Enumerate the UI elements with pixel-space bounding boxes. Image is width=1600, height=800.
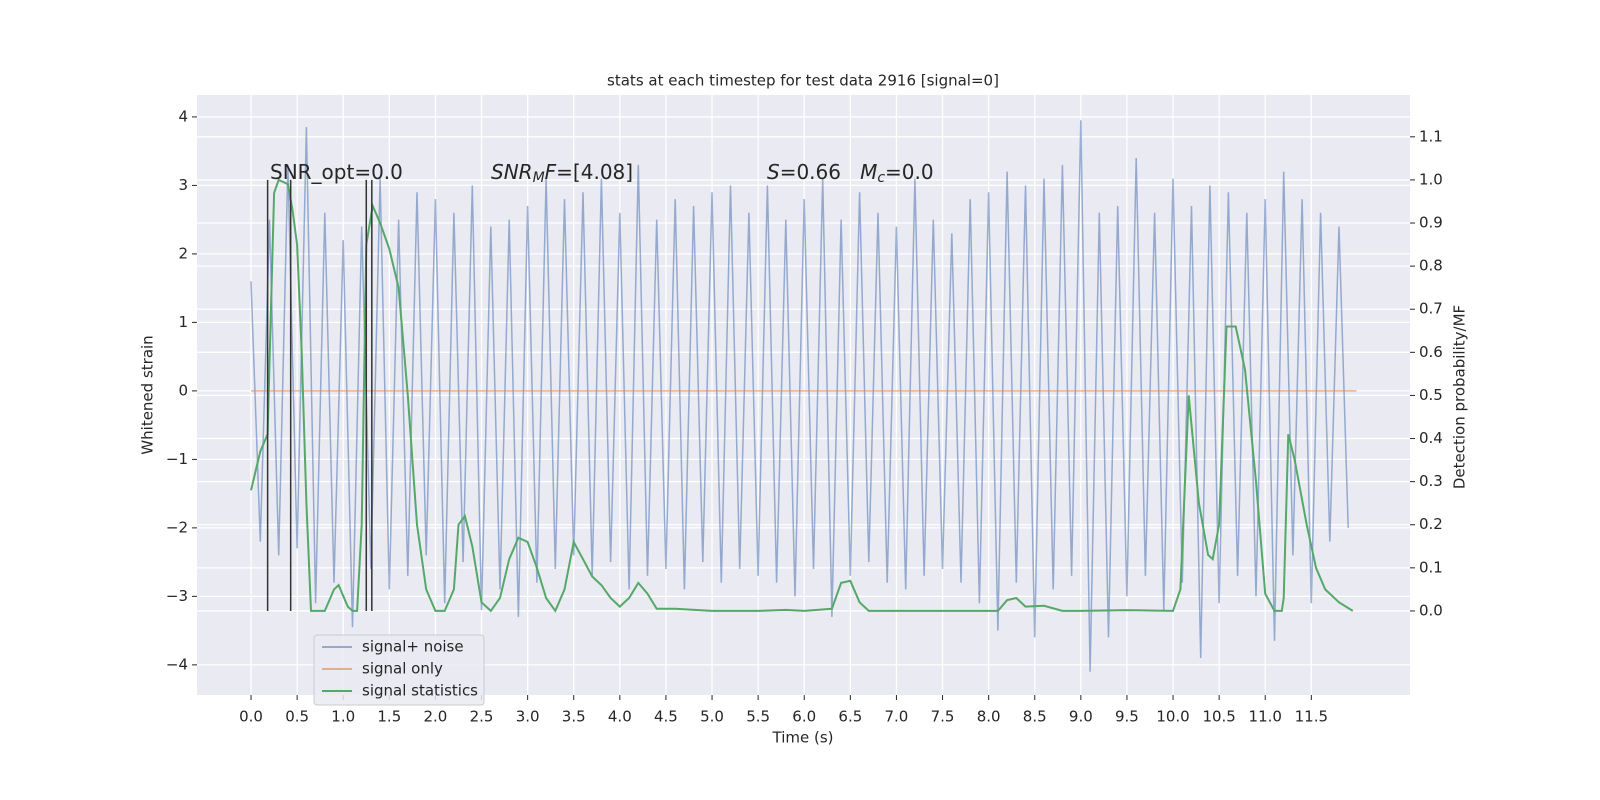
annotation-part: F xyxy=(545,160,557,184)
y2-tick-label: 0.7 xyxy=(1419,300,1443,318)
legend-label: signal only xyxy=(362,660,443,678)
x-tick-label: 0.0 xyxy=(239,708,263,726)
x-tick-label: 3.5 xyxy=(562,708,586,726)
y-tick-label: −3 xyxy=(166,587,188,605)
annotation-part: SNR_opt=0.0 xyxy=(270,160,403,184)
legend-label: signal+ noise xyxy=(362,638,464,656)
y-tick-label: 0 xyxy=(178,381,188,399)
y-tick-label: 3 xyxy=(178,176,188,194)
x-tick-label: 11.0 xyxy=(1249,708,1282,726)
y-tick-label: 4 xyxy=(178,107,188,125)
x-tick-label: 7.0 xyxy=(885,708,909,726)
axes: 0.0 0.5 1.0 1.5 2.0 2.5 3.0 3.5 4.0 4.5 5.0 5.5 6.0 6… xyxy=(166,107,1443,725)
x-tick-label: 4.0 xyxy=(608,708,632,726)
x-tick-label: 1.0 xyxy=(331,708,355,726)
annotation-part: =0.0 xyxy=(885,160,934,184)
x-tick-label: 0.5 xyxy=(285,708,309,726)
y2-tick-label: 0.2 xyxy=(1419,515,1443,533)
y2-tick-label: 0.8 xyxy=(1419,257,1443,275)
annotation: S=0.66 Mc=0.0 xyxy=(767,160,934,187)
series-line xyxy=(250,120,1349,672)
x-tick-label: 10.5 xyxy=(1202,708,1235,726)
y2-tick-label: 0.4 xyxy=(1419,429,1443,447)
y-axis-label: Whitened strain xyxy=(139,335,157,454)
y2-tick-label: 0.6 xyxy=(1419,343,1443,361)
x-tick-label: 11.5 xyxy=(1295,708,1328,726)
legend-label: signal statistics xyxy=(362,682,478,700)
annotation: SNR_opt=0.0 xyxy=(270,160,403,184)
chart-title: stats at each timestep for test data 291… xyxy=(607,72,999,90)
series-line xyxy=(250,178,1354,613)
x-tick-label: 2.0 xyxy=(424,708,448,726)
y2-tick-label: 0.9 xyxy=(1419,214,1443,232)
legend: signal+ noise signal only signal statistic… xyxy=(313,634,485,706)
y2-tick-label: 0.3 xyxy=(1419,472,1443,490)
y2-tick-label: 0.1 xyxy=(1419,558,1443,576)
x-tick-label: 6.5 xyxy=(838,708,862,726)
annotation-part: M xyxy=(860,160,877,184)
x-tick-label: 8.0 xyxy=(977,708,1001,726)
x-tick-label: 7.5 xyxy=(931,708,955,726)
legend-box xyxy=(313,634,485,706)
y2-axis-label: Detection probability/MF xyxy=(1451,305,1469,489)
x-tick-label: 6.0 xyxy=(792,708,816,726)
x-tick-label: 3.0 xyxy=(516,708,540,726)
x-tick-label: 9.0 xyxy=(1069,708,1093,726)
x-tick-label: 8.5 xyxy=(1023,708,1047,726)
annotation-part: c xyxy=(877,170,885,186)
y-tick-label: −2 xyxy=(166,518,188,536)
annotation-part: M xyxy=(533,170,545,186)
annotation-part: SNR xyxy=(491,160,533,184)
x-tick-label: 2.5 xyxy=(470,708,494,726)
y-tick-label: 2 xyxy=(178,244,188,262)
x-axis-label: Time (s) xyxy=(772,729,834,747)
y-tick-label: 1 xyxy=(178,313,188,331)
annotation-part: =0.66 xyxy=(780,160,860,184)
x-tick-label: 9.5 xyxy=(1115,708,1139,726)
plot xyxy=(250,120,1357,672)
x-tick-label: 5.5 xyxy=(746,708,770,726)
y2-tick-label: 0.5 xyxy=(1419,386,1443,404)
annotation-part: =[4.08] xyxy=(556,160,633,184)
x-tick-label: 1.5 xyxy=(377,708,401,726)
y2-tick-label: 1.1 xyxy=(1419,127,1443,145)
y2-tick-label: 1.0 xyxy=(1419,170,1443,188)
y2-tick-label: 0.0 xyxy=(1419,601,1443,619)
annotation: SNRMF=[4.08] xyxy=(491,160,633,187)
y-tick-label: −1 xyxy=(166,450,188,468)
y-tick-label: −4 xyxy=(166,655,188,673)
annotation-part: S xyxy=(767,160,780,184)
x-tick-label: 5.0 xyxy=(700,708,724,726)
x-tick-label: 4.5 xyxy=(654,708,678,726)
x-tick-label: 10.0 xyxy=(1156,708,1189,726)
